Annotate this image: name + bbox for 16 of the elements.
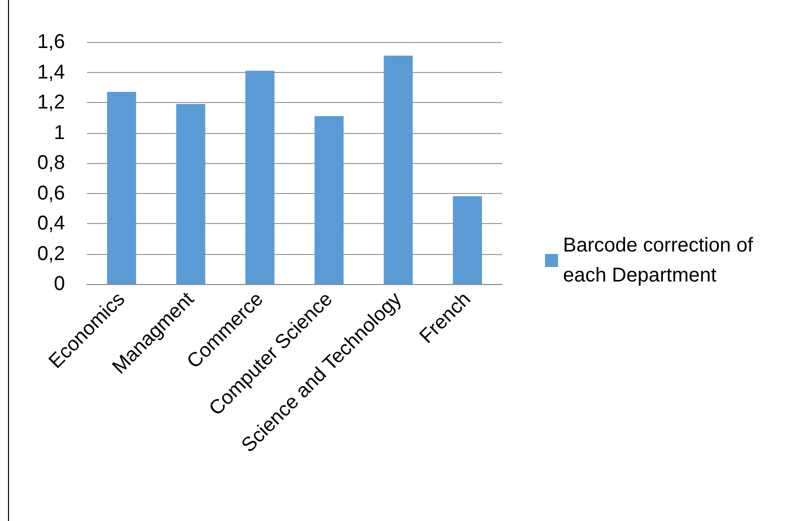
bar [384,56,413,284]
y-tick-label: 0,6 [37,182,65,204]
y-tick-label: 0,2 [37,242,65,265]
bar [176,104,206,284]
y-tick-label: 1,6 [37,31,65,53]
y-tick-label: 1,4 [37,61,65,84]
bar [245,70,274,284]
bar [107,92,136,284]
bar [314,116,344,284]
y-tick-label: 0,8 [37,152,65,174]
bar [452,196,482,284]
y-tick-label: 0,4 [37,212,65,234]
y-tick-label: 1 [54,122,65,144]
y-tick-label: 1,2 [37,92,65,114]
legend-label: Barcode correction of each Department [563,234,759,286]
y-tick-label: 0 [54,273,65,295]
